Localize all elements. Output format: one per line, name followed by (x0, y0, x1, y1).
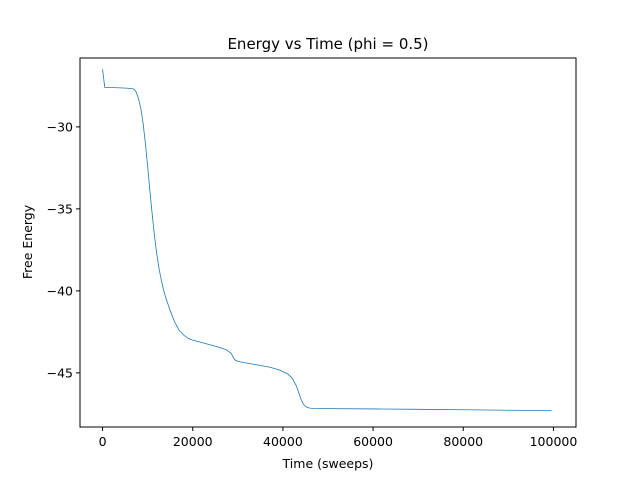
x-tick-label: 80000 (443, 434, 483, 449)
x-tick-label: 100000 (530, 434, 578, 449)
y-axis-ticks: −30 −35 −40 −45 (47, 119, 80, 380)
y-tick-label: −30 (47, 119, 73, 134)
y-tick-label: −45 (47, 365, 73, 380)
y-tick-label: −35 (47, 201, 73, 216)
x-axis-ticks: 0 20000 40000 60000 80000 100000 (99, 427, 578, 449)
x-tick-label: 60000 (353, 434, 393, 449)
plot-area (102, 69, 552, 412)
chart-title: Energy vs Time (phi = 0.5) (227, 35, 428, 53)
y-tick-label: −40 (47, 283, 73, 298)
x-tick-label: 20000 (173, 434, 213, 449)
x-tick-label: 40000 (263, 434, 303, 449)
y-axis-title: Free Energy (20, 204, 35, 279)
x-axis-title: Time (sweeps) (282, 456, 374, 471)
series-line-0 (102, 69, 552, 412)
x-tick-label: 0 (99, 434, 107, 449)
axes (79, 57, 577, 428)
plot-frame (79, 57, 577, 428)
